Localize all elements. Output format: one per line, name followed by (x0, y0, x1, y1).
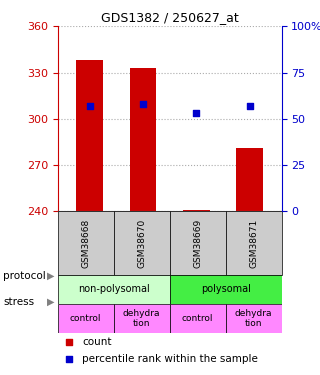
Text: GSM38669: GSM38669 (193, 219, 202, 268)
Bar (58, 211, 114, 275)
Point (194, 110, 199, 116)
Text: dehydra
tion: dehydra tion (235, 309, 272, 328)
Point (66, 339, 71, 345)
Text: ▶: ▶ (47, 271, 55, 280)
Title: GDS1382 / 250627_at: GDS1382 / 250627_at (101, 11, 238, 24)
Text: GSM38670: GSM38670 (137, 219, 146, 268)
Text: percentile rank within the sample: percentile rank within the sample (82, 354, 258, 364)
Bar (114, 304, 170, 333)
Bar (130, 68, 156, 211)
Text: GSM38668: GSM38668 (81, 219, 90, 268)
Text: non-polysomal: non-polysomal (78, 285, 149, 294)
Text: count: count (82, 337, 112, 347)
Text: protocol: protocol (3, 271, 46, 280)
Point (66, 356, 71, 362)
Bar (183, 210, 210, 212)
Bar (58, 304, 114, 333)
Bar (170, 304, 226, 333)
Text: polysomal: polysomal (201, 285, 251, 294)
Text: dehydra
tion: dehydra tion (123, 309, 160, 328)
Bar (114, 211, 170, 275)
Point (140, 101, 146, 107)
Text: control: control (70, 314, 101, 323)
Point (247, 103, 252, 109)
Bar (236, 148, 263, 211)
Point (87, 103, 92, 109)
Text: control: control (182, 314, 213, 323)
Text: ▶: ▶ (47, 297, 55, 307)
Bar (226, 304, 282, 333)
Bar (170, 211, 226, 275)
Bar (58, 275, 170, 304)
Text: stress: stress (3, 297, 34, 307)
Bar (76, 60, 103, 211)
Text: GSM38671: GSM38671 (249, 219, 258, 268)
Bar (170, 275, 282, 304)
Bar (226, 211, 282, 275)
